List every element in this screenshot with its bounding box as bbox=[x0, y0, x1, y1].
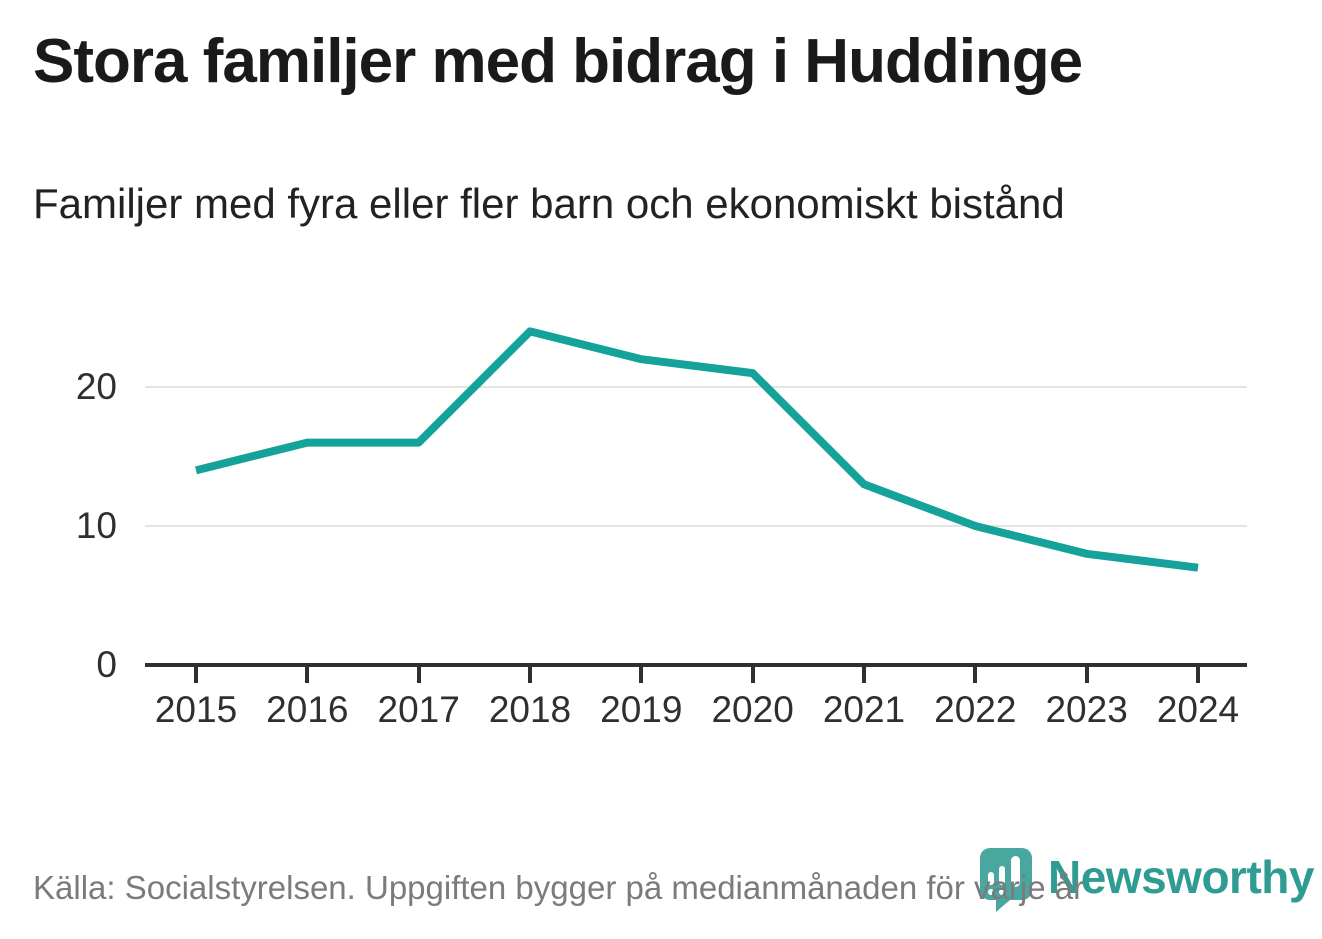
newsworthy-logo: Newsworthy bbox=[980, 848, 1314, 912]
y-tick-label-0: 0 bbox=[96, 644, 117, 685]
x-tick-2022 bbox=[973, 667, 978, 683]
x-tick-label-2018: 2018 bbox=[488, 689, 572, 730]
x-tick-label-2021: 2021 bbox=[822, 689, 906, 730]
x-tick-label-2023: 2023 bbox=[1045, 689, 1128, 730]
gridline-10 bbox=[145, 525, 1247, 527]
newsworthy-logo-mark-icon bbox=[980, 848, 1032, 912]
x-tick-label-2016: 2016 bbox=[266, 689, 349, 730]
y-tick-label-20: 20 bbox=[75, 366, 117, 407]
gridline-20 bbox=[145, 386, 1247, 388]
y-tick-label-10: 10 bbox=[75, 505, 117, 546]
x-tick-2021 bbox=[861, 667, 866, 683]
x-tick-label-2020: 2020 bbox=[711, 689, 794, 730]
series-line bbox=[195, 327, 1199, 572]
x-tick-2017 bbox=[416, 667, 421, 683]
x-tick-label-2015: 2015 bbox=[154, 689, 238, 730]
x-axis-line bbox=[145, 663, 1247, 667]
x-tick-2023 bbox=[1084, 667, 1089, 683]
chart-subtitle: Familjer med fyra eller fler barn och ek… bbox=[33, 180, 1065, 227]
x-tick-2020 bbox=[750, 667, 755, 683]
x-tick-label-2024: 2024 bbox=[1156, 689, 1240, 730]
newsworthy-logo-text: Newsworthy bbox=[1048, 851, 1314, 903]
x-tick-2024 bbox=[1195, 667, 1200, 683]
x-tick-2018 bbox=[527, 667, 532, 683]
chart-title: Stora familjer med bidrag i Huddinge bbox=[33, 27, 1083, 96]
x-tick-2015 bbox=[194, 667, 198, 683]
x-tick-label-2022: 2022 bbox=[934, 689, 1017, 730]
source-note: Källa: Socialstyrelsen. Uppgiften bygger… bbox=[33, 869, 1085, 906]
x-tick-2019 bbox=[639, 667, 644, 683]
x-tick-2016 bbox=[305, 667, 310, 683]
x-tick-label-2019: 2019 bbox=[600, 689, 683, 730]
x-tick-label-2017: 2017 bbox=[377, 689, 460, 730]
